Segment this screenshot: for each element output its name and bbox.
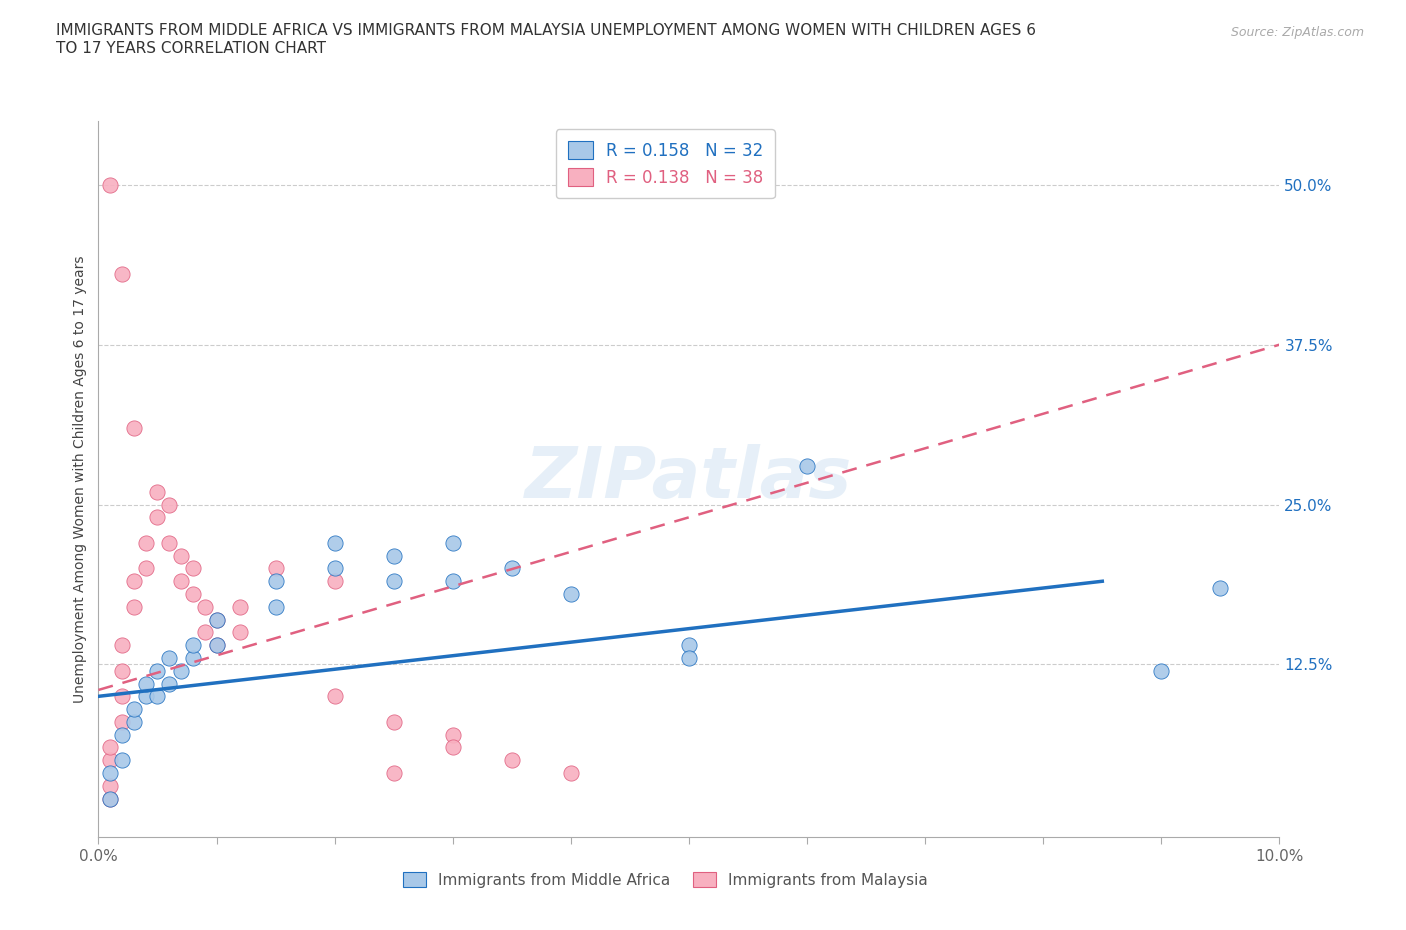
Point [157, 676, 180, 691]
Point [441, 727, 464, 742]
Point [441, 574, 464, 589]
Point [229, 625, 252, 640]
Point [441, 740, 464, 755]
Point [264, 574, 287, 589]
Point [181, 561, 204, 576]
Point [111, 638, 134, 653]
Point [678, 638, 700, 653]
Point [122, 420, 145, 435]
Point [382, 574, 405, 589]
Point [323, 689, 346, 704]
Point [382, 714, 405, 729]
Point [146, 663, 169, 678]
Point [382, 549, 405, 564]
Point [98, 765, 121, 780]
Point [441, 536, 464, 551]
Point [194, 625, 217, 640]
Point [323, 561, 346, 576]
Point [111, 689, 134, 704]
Legend: Immigrants from Middle Africa, Immigrants from Malaysia: Immigrants from Middle Africa, Immigrant… [396, 866, 934, 894]
Point [1150, 663, 1173, 678]
Point [181, 587, 204, 602]
Point [181, 638, 204, 653]
Point [323, 574, 346, 589]
Point [170, 663, 193, 678]
Point [678, 651, 700, 666]
Text: IMMIGRANTS FROM MIDDLE AFRICA VS IMMIGRANTS FROM MALAYSIA UNEMPLOYMENT AMONG WOM: IMMIGRANTS FROM MIDDLE AFRICA VS IMMIGRA… [56, 23, 1036, 56]
Point [122, 702, 145, 717]
Point [98, 791, 121, 806]
Point [194, 600, 217, 615]
Point [146, 510, 169, 525]
Text: Source: ZipAtlas.com: Source: ZipAtlas.com [1230, 26, 1364, 39]
Point [205, 638, 228, 653]
Point [157, 498, 180, 512]
Point [122, 714, 145, 729]
Point [146, 689, 169, 704]
Point [135, 536, 157, 551]
Point [170, 574, 193, 589]
Point [111, 714, 134, 729]
Point [122, 600, 145, 615]
Point [205, 612, 228, 627]
Point [501, 561, 523, 576]
Point [122, 574, 145, 589]
Point [501, 753, 523, 768]
Point [157, 536, 180, 551]
Point [135, 561, 157, 576]
Point [205, 612, 228, 627]
Point [98, 753, 121, 768]
Point [205, 638, 228, 653]
Point [170, 549, 193, 564]
Point [382, 765, 405, 780]
Point [111, 663, 134, 678]
Point [157, 651, 180, 666]
Point [560, 765, 582, 780]
Point [323, 536, 346, 551]
Point [135, 689, 157, 704]
Point [111, 267, 134, 282]
Point [111, 753, 134, 768]
Y-axis label: Unemployment Among Women with Children Ages 6 to 17 years: Unemployment Among Women with Children A… [73, 255, 87, 703]
Point [264, 600, 287, 615]
Point [98, 178, 121, 193]
Point [229, 600, 252, 615]
Point [796, 458, 818, 473]
Point [111, 727, 134, 742]
Point [560, 587, 582, 602]
Point [98, 791, 121, 806]
Point [146, 485, 169, 499]
Point [98, 778, 121, 793]
Text: ZIPatlas: ZIPatlas [526, 445, 852, 513]
Point [1209, 580, 1232, 595]
Point [264, 561, 287, 576]
Point [135, 676, 157, 691]
Point [98, 740, 121, 755]
Point [181, 651, 204, 666]
